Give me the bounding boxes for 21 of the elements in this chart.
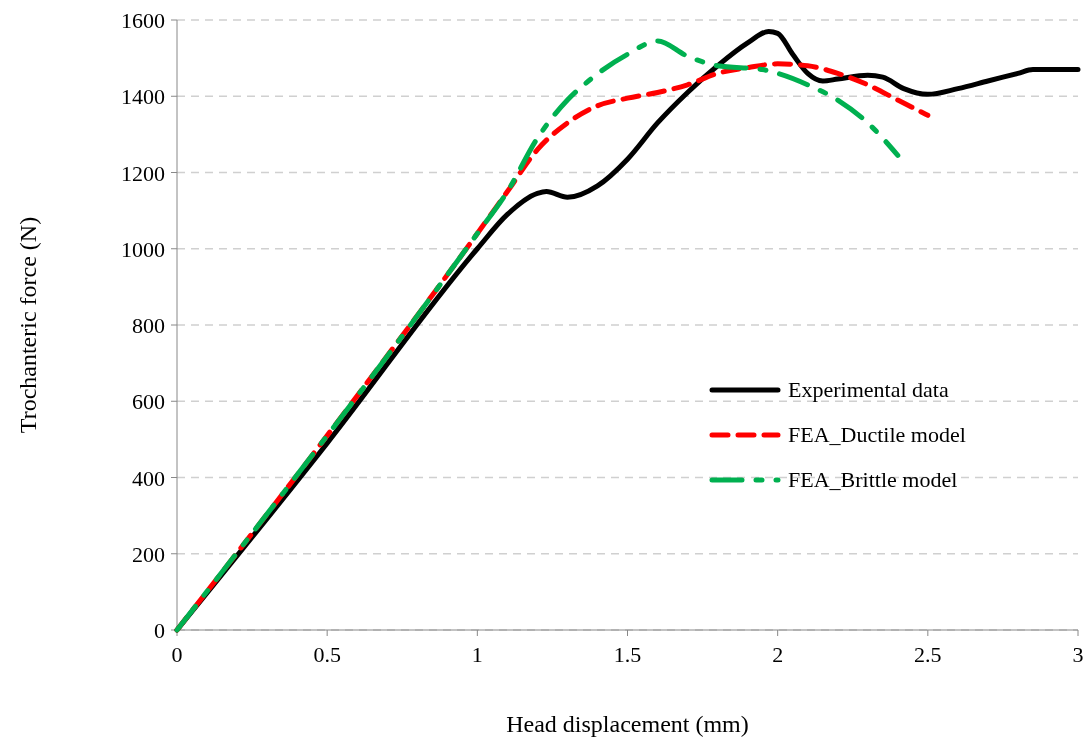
y-tick-label: 1400 bbox=[121, 84, 165, 110]
y-tick-label: 200 bbox=[132, 541, 165, 567]
y-axis-title: Trochanteric force (N) bbox=[15, 216, 41, 434]
x-tick-label: 3 bbox=[1072, 642, 1084, 667]
legend-label: FEA_Brittle model bbox=[788, 467, 958, 492]
x-tick-label: 1.5 bbox=[613, 642, 642, 667]
y-tick-label: 400 bbox=[132, 465, 165, 491]
y-tick-label: 1600 bbox=[121, 8, 165, 33]
y-tick-label: 1200 bbox=[121, 160, 165, 186]
y-tick-label: 0 bbox=[154, 618, 165, 643]
x-axis-title: Head displacement (mm) bbox=[506, 711, 749, 737]
x-tick-label: 2 bbox=[772, 642, 784, 667]
legend-label: Experimental data bbox=[788, 377, 949, 402]
x-tick-label: 0.5 bbox=[313, 642, 341, 667]
y-tick-label: 600 bbox=[132, 389, 165, 415]
x-tick-label: 1 bbox=[471, 642, 483, 667]
x-tick-label: 2.5 bbox=[914, 642, 942, 667]
legend-label: FEA_Ductile model bbox=[788, 422, 966, 447]
x-tick-label: 0 bbox=[171, 642, 183, 667]
y-tick-label: 800 bbox=[132, 313, 165, 338]
y-tick-label: 1000 bbox=[121, 236, 165, 262]
